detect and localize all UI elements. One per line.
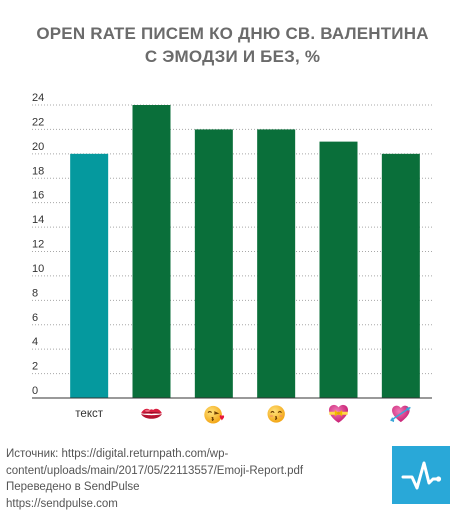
translated-note: Переведено в SendPulse	[6, 481, 140, 493]
y-tick-label: 12	[32, 239, 44, 251]
sendpulse-url: https://sendpulse.com	[6, 497, 118, 510]
y-tick-label: 14	[32, 214, 44, 226]
y-tick-label: 18	[32, 165, 44, 177]
chart-title: OPEN RATE ПИСЕМ КО ДНЮ СВ. ВАЛЕНТИНА С Э…	[0, 22, 465, 68]
bar-3	[257, 129, 296, 398]
y-tick-label: 10	[32, 263, 44, 275]
kissing-face-icon	[266, 404, 286, 424]
source-line-1: Источник: https://digital.returnpath.com…	[6, 448, 229, 460]
chart-title-line-2: С ЭМОДЗИ И БЕЗ, %	[144, 47, 321, 66]
chart-footer: Источник: https://digital.returnpath.com…	[6, 446, 376, 512]
bar-4	[319, 141, 358, 398]
sendpulse-logo	[392, 446, 450, 504]
face-blowing-kiss-icon	[203, 405, 225, 425]
bar-5	[381, 153, 420, 398]
y-tick-label: 22	[32, 116, 44, 128]
bar-2	[194, 129, 233, 398]
y-tick-label: 6	[32, 312, 38, 324]
chart-title-line-1: OPEN RATE ПИСЕМ КО ДНЮ СВ. ВАЛЕНТИНА	[36, 24, 429, 43]
x-axis: текст	[32, 397, 432, 425]
y-tick-label: 8	[32, 287, 38, 299]
heart-ribbon-icon	[328, 404, 349, 423]
y-tick-label: 20	[32, 141, 44, 153]
x-tick-label: текст	[75, 408, 103, 420]
y-tick-label: 4	[32, 336, 38, 348]
y-tick-label: 24	[32, 92, 44, 104]
bar-1	[132, 105, 171, 398]
bars	[70, 105, 420, 398]
source-line-2: content/uploads/main/2017/05/22113557/Em…	[6, 464, 304, 477]
y-tick-label: 2	[32, 361, 38, 373]
kiss-mark-icon	[140, 408, 163, 420]
bar-0	[70, 153, 109, 398]
y-tick-label: 16	[32, 190, 44, 202]
y-tick-label: 0	[32, 385, 38, 397]
heart-arrow-icon	[389, 404, 412, 423]
pulse-icon	[401, 461, 442, 490]
